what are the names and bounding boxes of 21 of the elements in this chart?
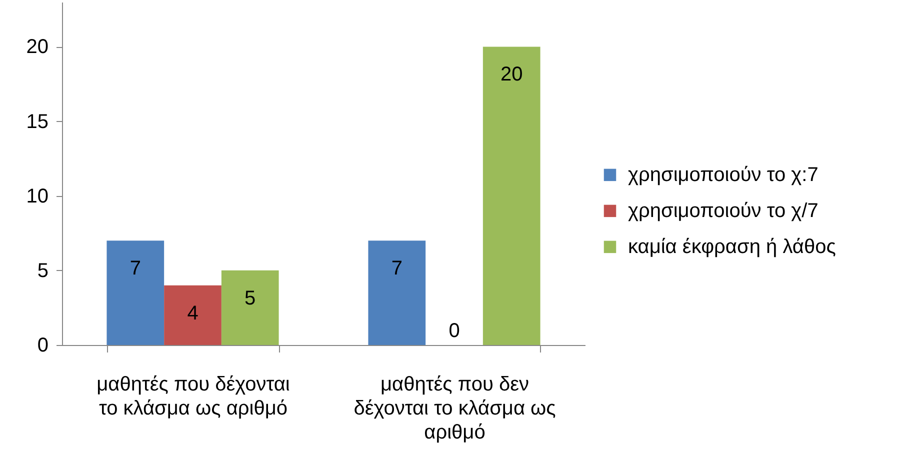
bar: [368, 240, 426, 345]
legend-label: χρησιμοποιούν το χ:7: [628, 164, 818, 186]
legend-label: καμία έκφραση ή λάθος: [628, 236, 836, 258]
x-tick-label: μαθητές που δέχονται το κλάσμα ως αριθμό: [96, 374, 290, 420]
bar: [221, 270, 279, 345]
bar: [164, 285, 222, 345]
y-tick-label: 5: [37, 260, 48, 282]
data-label: 7: [391, 258, 402, 280]
data-label: 4: [187, 302, 198, 324]
y-tick-label: 20: [26, 36, 48, 58]
y-tick-label: 0: [37, 334, 48, 356]
legend-label: χρησιμοποιούν το χ/7: [628, 200, 818, 222]
data-label: 20: [500, 64, 523, 86]
data-label: 0: [448, 320, 460, 342]
bar: [106, 240, 164, 345]
y-tick-label: 15: [26, 110, 48, 133]
y-tick-label: 10: [26, 185, 48, 208]
x-tick-label: μαθητές που δεν δέχονται το κλάσμα ως αριθμό: [354, 374, 556, 444]
bar: [482, 46, 540, 345]
data-label: 7: [130, 258, 141, 280]
data-label: 5: [244, 287, 256, 310]
